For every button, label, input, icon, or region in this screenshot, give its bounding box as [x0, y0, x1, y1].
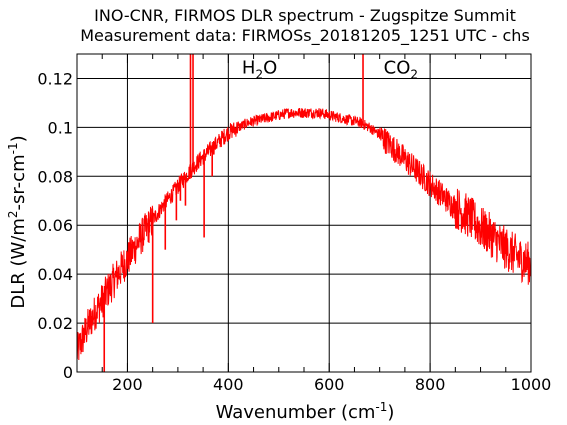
y-axis-label-part2: -sr-cm — [8, 154, 29, 210]
x-axis-label: Wavenumber (cm-1) — [216, 400, 395, 423]
annotations: H2O CO2 — [242, 58, 418, 82]
y-axis-label-part3: ) — [8, 135, 29, 142]
annotation-h2o: H2O — [242, 58, 277, 82]
x-axis-label-base: Wavenumber (cm — [216, 402, 376, 423]
x-axis-label-sup: -1 — [375, 400, 387, 414]
y-axis-label-sup1: 2 — [6, 210, 20, 218]
y-tick-label: 0.02 — [37, 314, 73, 333]
y-tick-label: 0 — [63, 363, 73, 382]
chart-subtitle: Measurement data: FIRMOSs_20181205_1251 … — [80, 26, 530, 46]
chart-title: INO-CNR, FIRMOS DLR spectrum - Zugspitze… — [94, 6, 516, 25]
x-tick-label: 800 — [415, 375, 446, 394]
plot-frame — [76, 53, 532, 373]
series-layer — [77, 54, 531, 372]
x-tick-label: 600 — [314, 375, 345, 394]
grid-lines — [77, 54, 531, 373]
annotation-co2: CO2 — [384, 58, 418, 82]
y-tick-label: 0.04 — [37, 265, 73, 284]
x-axis-label-tail: ) — [387, 402, 394, 423]
y-axis-label: DLR (W/m2-sr-cm-1) — [6, 135, 29, 308]
x-tick-label: 1000 — [511, 375, 552, 394]
y-tick-label: 0.1 — [48, 118, 73, 137]
x-tick-label: 200 — [112, 375, 143, 394]
y-tick-label: 0.12 — [37, 69, 73, 88]
y-axis-label-sup2: -1 — [6, 142, 20, 154]
x-tick-label: 400 — [213, 375, 244, 394]
y-tick-label: 0.06 — [37, 216, 73, 235]
y-axis-label-part1: DLR (W/m — [8, 218, 29, 309]
series-line — [77, 107, 531, 361]
y-tick-label: 0.08 — [37, 167, 73, 186]
axis-ticks: 200 400 600 800 1000 0 0.02 0.04 0.06 0.08 0.1 0.12 — [37, 54, 551, 394]
